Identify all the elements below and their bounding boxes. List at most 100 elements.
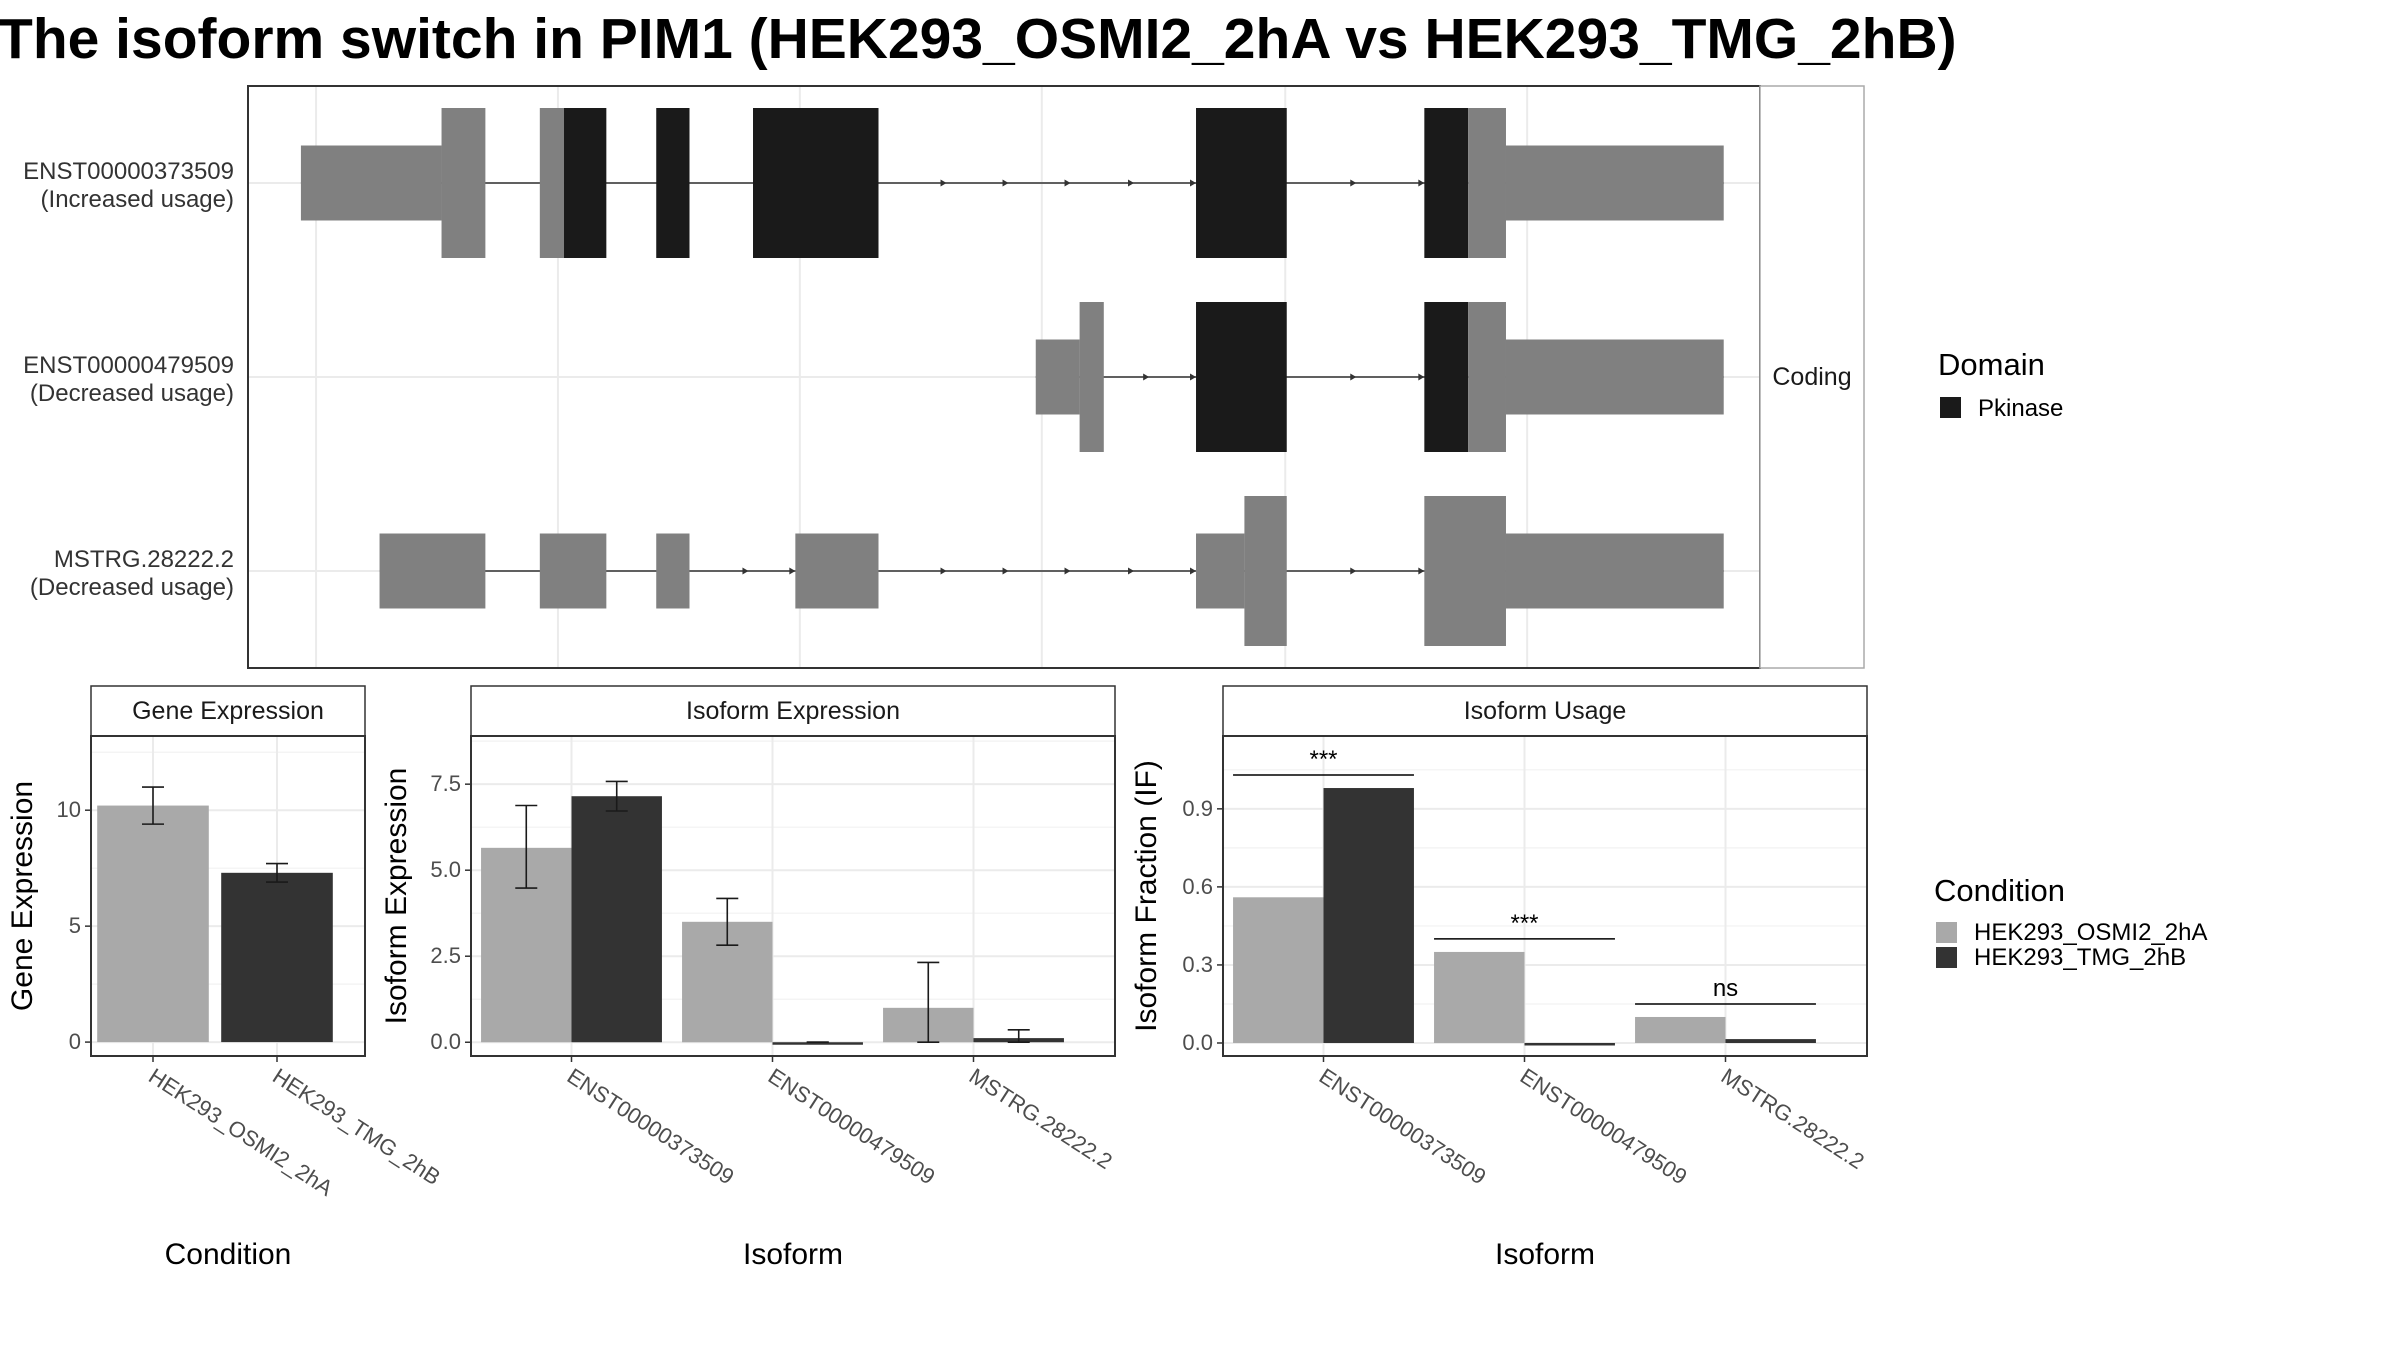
transcript-usage-status: (Decreased usage) xyxy=(30,380,234,407)
exon-block xyxy=(1468,108,1506,258)
coding-facet-label: Coding xyxy=(1772,363,1851,391)
intron-direction-arrow xyxy=(1350,373,1357,381)
exon-block xyxy=(1244,496,1287,646)
exon-block xyxy=(539,533,607,609)
y-tick-label: 0.3 xyxy=(1182,952,1213,977)
exon-block xyxy=(564,108,607,258)
x-tick-label: ENST00000479509 xyxy=(1516,1063,1692,1189)
y-axis-title: Gene Expression xyxy=(6,781,39,1011)
exon-block xyxy=(1196,302,1287,452)
intron-direction-arrow xyxy=(1128,179,1135,187)
bar xyxy=(1434,951,1525,1043)
isoform-expression-panel: Isoform Expression 0.0 2.5 5.0 7.5 ENST000003… xyxy=(380,685,1117,1271)
exon-block xyxy=(1035,339,1080,415)
exon-block xyxy=(300,145,442,221)
y-tick-label: 5.0 xyxy=(430,857,461,882)
exon-block xyxy=(1424,108,1469,258)
x-axis-title: Isoform xyxy=(1495,1238,1595,1271)
bar xyxy=(1635,1016,1726,1043)
exon-block xyxy=(1505,533,1724,609)
x-tick-label: ENST00000479509 xyxy=(764,1063,940,1189)
facet-strip xyxy=(1222,685,1868,737)
intron-direction-arrow xyxy=(1002,179,1009,187)
bar xyxy=(1524,1042,1615,1046)
facet-strip-label: Gene Expression xyxy=(132,697,324,725)
transcript-usage-status: (Decreased usage) xyxy=(30,574,234,601)
transcript-label: MSTRG.28222.2 (Decreased usage) xyxy=(30,546,234,601)
bar xyxy=(1725,1039,1816,1043)
exon-block xyxy=(539,108,565,258)
legends: Domain Pkinase Condition HEK293_OSMI2_2hAHE… xyxy=(1934,347,2207,971)
figure-title: The isoform switch in PIM1 (HEK293_OSMI2… xyxy=(0,7,1957,71)
panel-border xyxy=(1222,735,1868,1057)
condition-legend-label: HEK293_TMG_2hB xyxy=(1974,944,2186,971)
y-tick-label: 0 xyxy=(69,1029,81,1054)
transcript-label: ENST00000479509 (Decreased usage) xyxy=(23,352,234,407)
y-axis-title: Isoform Expression xyxy=(380,768,413,1025)
condition-legend-title: Condition xyxy=(1934,873,2065,908)
intron-direction-arrow xyxy=(1190,179,1197,187)
condition-legend-label: HEK293_OSMI2_2hA xyxy=(1974,919,2207,946)
condition-legend-swatch xyxy=(1936,947,1957,968)
transcript-name: ENST00000479509 xyxy=(23,352,234,379)
x-axis-title: Condition xyxy=(165,1238,292,1271)
exon-block xyxy=(753,108,879,258)
y-tick-label: 0.0 xyxy=(430,1029,461,1054)
domain-legend-title: Domain xyxy=(1938,347,2045,382)
exon-block xyxy=(1505,145,1724,221)
y-tick-label: 10 xyxy=(57,797,81,822)
x-axis-title: Isoform xyxy=(743,1238,843,1271)
x-tick-label: MSTRG.28222.2 xyxy=(1717,1063,1869,1174)
coding-facet-strip xyxy=(1759,85,1865,669)
intron-direction-arrow xyxy=(1064,179,1071,187)
bar xyxy=(571,796,662,1043)
exon-block xyxy=(441,108,486,258)
domain-legend-label: Pkinase xyxy=(1978,395,2063,422)
intron-direction-arrow xyxy=(1190,373,1197,381)
x-tick-label: ENST00000373509 xyxy=(1315,1063,1491,1189)
intron-direction-arrow xyxy=(1064,567,1071,575)
x-tick-label: ENST00000373509 xyxy=(563,1063,739,1189)
exon-block xyxy=(1424,302,1469,452)
facet-strip xyxy=(470,685,1116,737)
transcript-usage-status: (Increased usage) xyxy=(41,186,234,213)
x-tick-label: MSTRG.28222.2 xyxy=(965,1063,1117,1174)
bar xyxy=(97,805,209,1043)
y-tick-label: 7.5 xyxy=(430,771,461,796)
intron-direction-arrow xyxy=(1002,567,1009,575)
bar xyxy=(772,1042,863,1045)
significance-label: ns xyxy=(1713,975,1738,1002)
panel-border xyxy=(90,735,366,1057)
y-tick-label: 0.6 xyxy=(1182,874,1213,899)
domain-legend-swatch xyxy=(1940,397,1961,418)
intron-direction-arrow xyxy=(1418,179,1425,187)
significance-label: *** xyxy=(1309,746,1337,773)
exon-block xyxy=(656,533,690,609)
exon-block xyxy=(379,533,486,609)
intron-direction-arrow xyxy=(742,567,749,575)
exon-block xyxy=(656,108,690,258)
bar xyxy=(221,872,333,1043)
exon-block xyxy=(1505,339,1724,415)
transcript-name: MSTRG.28222.2 xyxy=(54,546,234,573)
intron-direction-arrow xyxy=(789,567,796,575)
y-tick-label: 2.5 xyxy=(430,943,461,968)
intron-direction-arrow xyxy=(1190,567,1197,575)
transcript-name: ENST00000373509 xyxy=(23,158,234,185)
panel-border xyxy=(470,735,1116,1057)
isoform-usage-panel: Isoform Usage 0.0 0.3 0.6 0.9 *** *** ns ENST000… xyxy=(1130,685,1869,1271)
facet-strip-label: Isoform Usage xyxy=(1464,697,1627,725)
condition-legend-swatch xyxy=(1936,922,1957,943)
facet-strip-label: Isoform Expression xyxy=(686,697,900,725)
exon-block xyxy=(1196,108,1287,258)
bar xyxy=(1233,897,1324,1043)
y-tick-label: 5 xyxy=(69,913,81,938)
intron-direction-arrow xyxy=(1350,567,1357,575)
y-tick-label: 0.0 xyxy=(1182,1030,1213,1055)
intron-direction-arrow xyxy=(1418,373,1425,381)
intron-direction-arrow xyxy=(1128,567,1135,575)
intron-direction-arrow xyxy=(1143,373,1150,381)
y-axis-title: Isoform Fraction (IF) xyxy=(1130,760,1163,1032)
transcript-structure-panel: ENST00000373509 (Increased usage) ENST0000… xyxy=(23,85,1865,669)
